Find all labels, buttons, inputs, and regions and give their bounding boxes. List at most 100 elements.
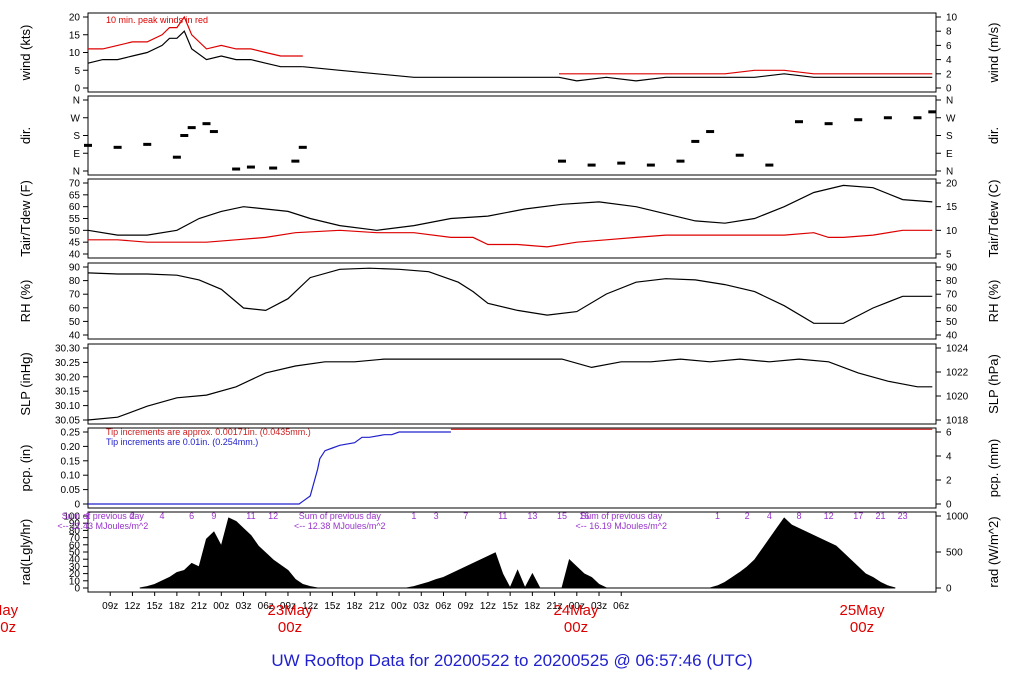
y-tick-label-right: 1022 bbox=[946, 368, 969, 379]
y-tick-label-right: 0 bbox=[946, 500, 952, 511]
y-tick-label: 0.15 bbox=[61, 456, 81, 467]
panel-frame bbox=[87, 178, 937, 259]
y-tick-label-right: 500 bbox=[946, 548, 963, 559]
y-tick-label: 50 bbox=[69, 317, 81, 328]
series-line bbox=[559, 69, 933, 75]
y-tick-label: 30 bbox=[69, 562, 81, 573]
series-line bbox=[88, 15, 303, 57]
series-point bbox=[691, 139, 700, 143]
y-tick-label-right: 80 bbox=[946, 276, 958, 287]
series-point bbox=[854, 118, 863, 122]
y-tick-label: 0.05 bbox=[61, 485, 81, 496]
x-tick-label: 15z bbox=[324, 601, 340, 612]
y-tick-label-right: 0 bbox=[946, 84, 952, 95]
y-tick-label: 50 bbox=[69, 226, 81, 237]
hour-label: 9 bbox=[211, 511, 216, 521]
y-axis-title: Tair/Tdew (F) bbox=[18, 180, 33, 257]
y-tick-label-right: 1024 bbox=[946, 344, 969, 355]
y-tick-label: E bbox=[73, 149, 80, 160]
y-axis-title: RH (%) bbox=[18, 280, 33, 323]
hour-label: 1 bbox=[85, 511, 90, 521]
y-tick-label-right: 1020 bbox=[946, 392, 969, 403]
y-tick-label: 20 bbox=[69, 569, 81, 580]
y-tick-label-right: 20 bbox=[946, 179, 958, 190]
series-line bbox=[88, 431, 451, 505]
series-line bbox=[87, 358, 933, 421]
hour-label: 3 bbox=[434, 511, 439, 521]
series-line bbox=[88, 229, 933, 248]
series-point bbox=[143, 142, 152, 146]
hour-label: 1 bbox=[715, 511, 720, 521]
x-tick-label: 06z bbox=[258, 601, 274, 612]
pcp-note: Tip increments are 0.01in. (0.254mm.) bbox=[106, 437, 258, 447]
x-tick-label: 12z bbox=[302, 601, 318, 612]
y-tick-label-right: 15 bbox=[946, 202, 958, 213]
panel-frame bbox=[87, 95, 937, 176]
x-tick-label: 03z bbox=[413, 601, 429, 612]
y-tick-label: 10 bbox=[69, 48, 81, 59]
y-tick-label-right: 40 bbox=[946, 331, 958, 342]
date-label: 24May bbox=[553, 602, 599, 619]
y-tick-label: 70 bbox=[69, 290, 81, 301]
series-point bbox=[557, 159, 566, 163]
series-point bbox=[587, 163, 596, 167]
y-axis-title-right: RH (%) bbox=[986, 280, 1001, 323]
time-axis: 09z 12z 15z 18z 21z 00z 03z 06z 09z 12z 15z 18z 21z 0… bbox=[0, 592, 885, 636]
y-tick-label: 30.05 bbox=[55, 416, 80, 427]
x-tick-label: 03z bbox=[235, 601, 251, 612]
y-tick-label-right: N bbox=[946, 96, 953, 107]
y-tick-label-right: 0 bbox=[946, 584, 952, 595]
day-sum-value: <-- 11.43 MJoules/m^2 bbox=[57, 521, 148, 531]
y-tick-label: 0 bbox=[74, 500, 80, 511]
hour-label: 15 bbox=[557, 511, 567, 521]
y-tick-label: 30.20 bbox=[55, 372, 80, 383]
y-axis-title-right: dir. bbox=[986, 127, 1001, 144]
series-point bbox=[269, 166, 278, 170]
y-tick-label: 10 bbox=[69, 576, 81, 587]
y-tick-label: 70 bbox=[69, 179, 81, 190]
y-tick-label: 0.20 bbox=[61, 442, 81, 453]
series-point bbox=[246, 165, 255, 169]
hour-label: 16 bbox=[579, 511, 589, 521]
hour-label: 21 bbox=[875, 511, 885, 521]
hour-label: 13 bbox=[527, 511, 537, 521]
y-tick-label-right: 4 bbox=[946, 55, 952, 66]
hour-label: 23 bbox=[898, 511, 908, 521]
hour-label: 6 bbox=[189, 511, 194, 521]
y-tick-label-right: W bbox=[946, 113, 956, 124]
x-tick-label: 18z bbox=[169, 601, 185, 612]
panel-rad: 010203040506070809010005001000rad(Lgly/h… bbox=[18, 511, 1001, 595]
y-tick-label-right: 8 bbox=[946, 27, 952, 38]
panel-frame bbox=[87, 262, 937, 340]
series-point bbox=[928, 110, 937, 114]
y-axis-title: wind (kts) bbox=[18, 25, 33, 82]
y-tick-label: 80 bbox=[69, 526, 81, 537]
series-line bbox=[87, 30, 303, 68]
series-point bbox=[794, 120, 803, 124]
hour-label: 4 bbox=[160, 511, 165, 521]
y-tick-label: 45 bbox=[69, 238, 81, 249]
y-tick-label: 70 bbox=[69, 533, 81, 544]
x-tick-label: 15z bbox=[502, 601, 518, 612]
series-point bbox=[202, 122, 211, 126]
panel-rh: 40 50 60 70 80 90 40 50 60 70 80 90 RH (%) RH (%) bbox=[18, 262, 1001, 342]
y-axis-title: pcp. (in) bbox=[18, 445, 33, 492]
hour-label: 1 bbox=[411, 511, 416, 521]
date-time-label: 00z bbox=[564, 619, 588, 636]
series-line bbox=[302, 66, 559, 78]
hour-label: 17 bbox=[853, 511, 863, 521]
date-label: 23May bbox=[267, 602, 313, 619]
panel-slp: 30.05 30.10 30.15 30.20 30.25 30.30 1018 1020 10… bbox=[18, 343, 1001, 427]
series-point bbox=[84, 143, 92, 147]
x-tick-label: 09z bbox=[458, 601, 474, 612]
y-tick-label: 30.25 bbox=[55, 358, 80, 369]
date-time-label: 00z bbox=[278, 619, 302, 636]
x-tick-label: 03z bbox=[591, 601, 607, 612]
y-tick-label: 90 bbox=[69, 263, 81, 274]
y-tick-label-right: 6 bbox=[946, 428, 952, 439]
x-tick-label: 12z bbox=[480, 601, 496, 612]
y-axis-title-right: SLP (hPa) bbox=[986, 354, 1001, 414]
